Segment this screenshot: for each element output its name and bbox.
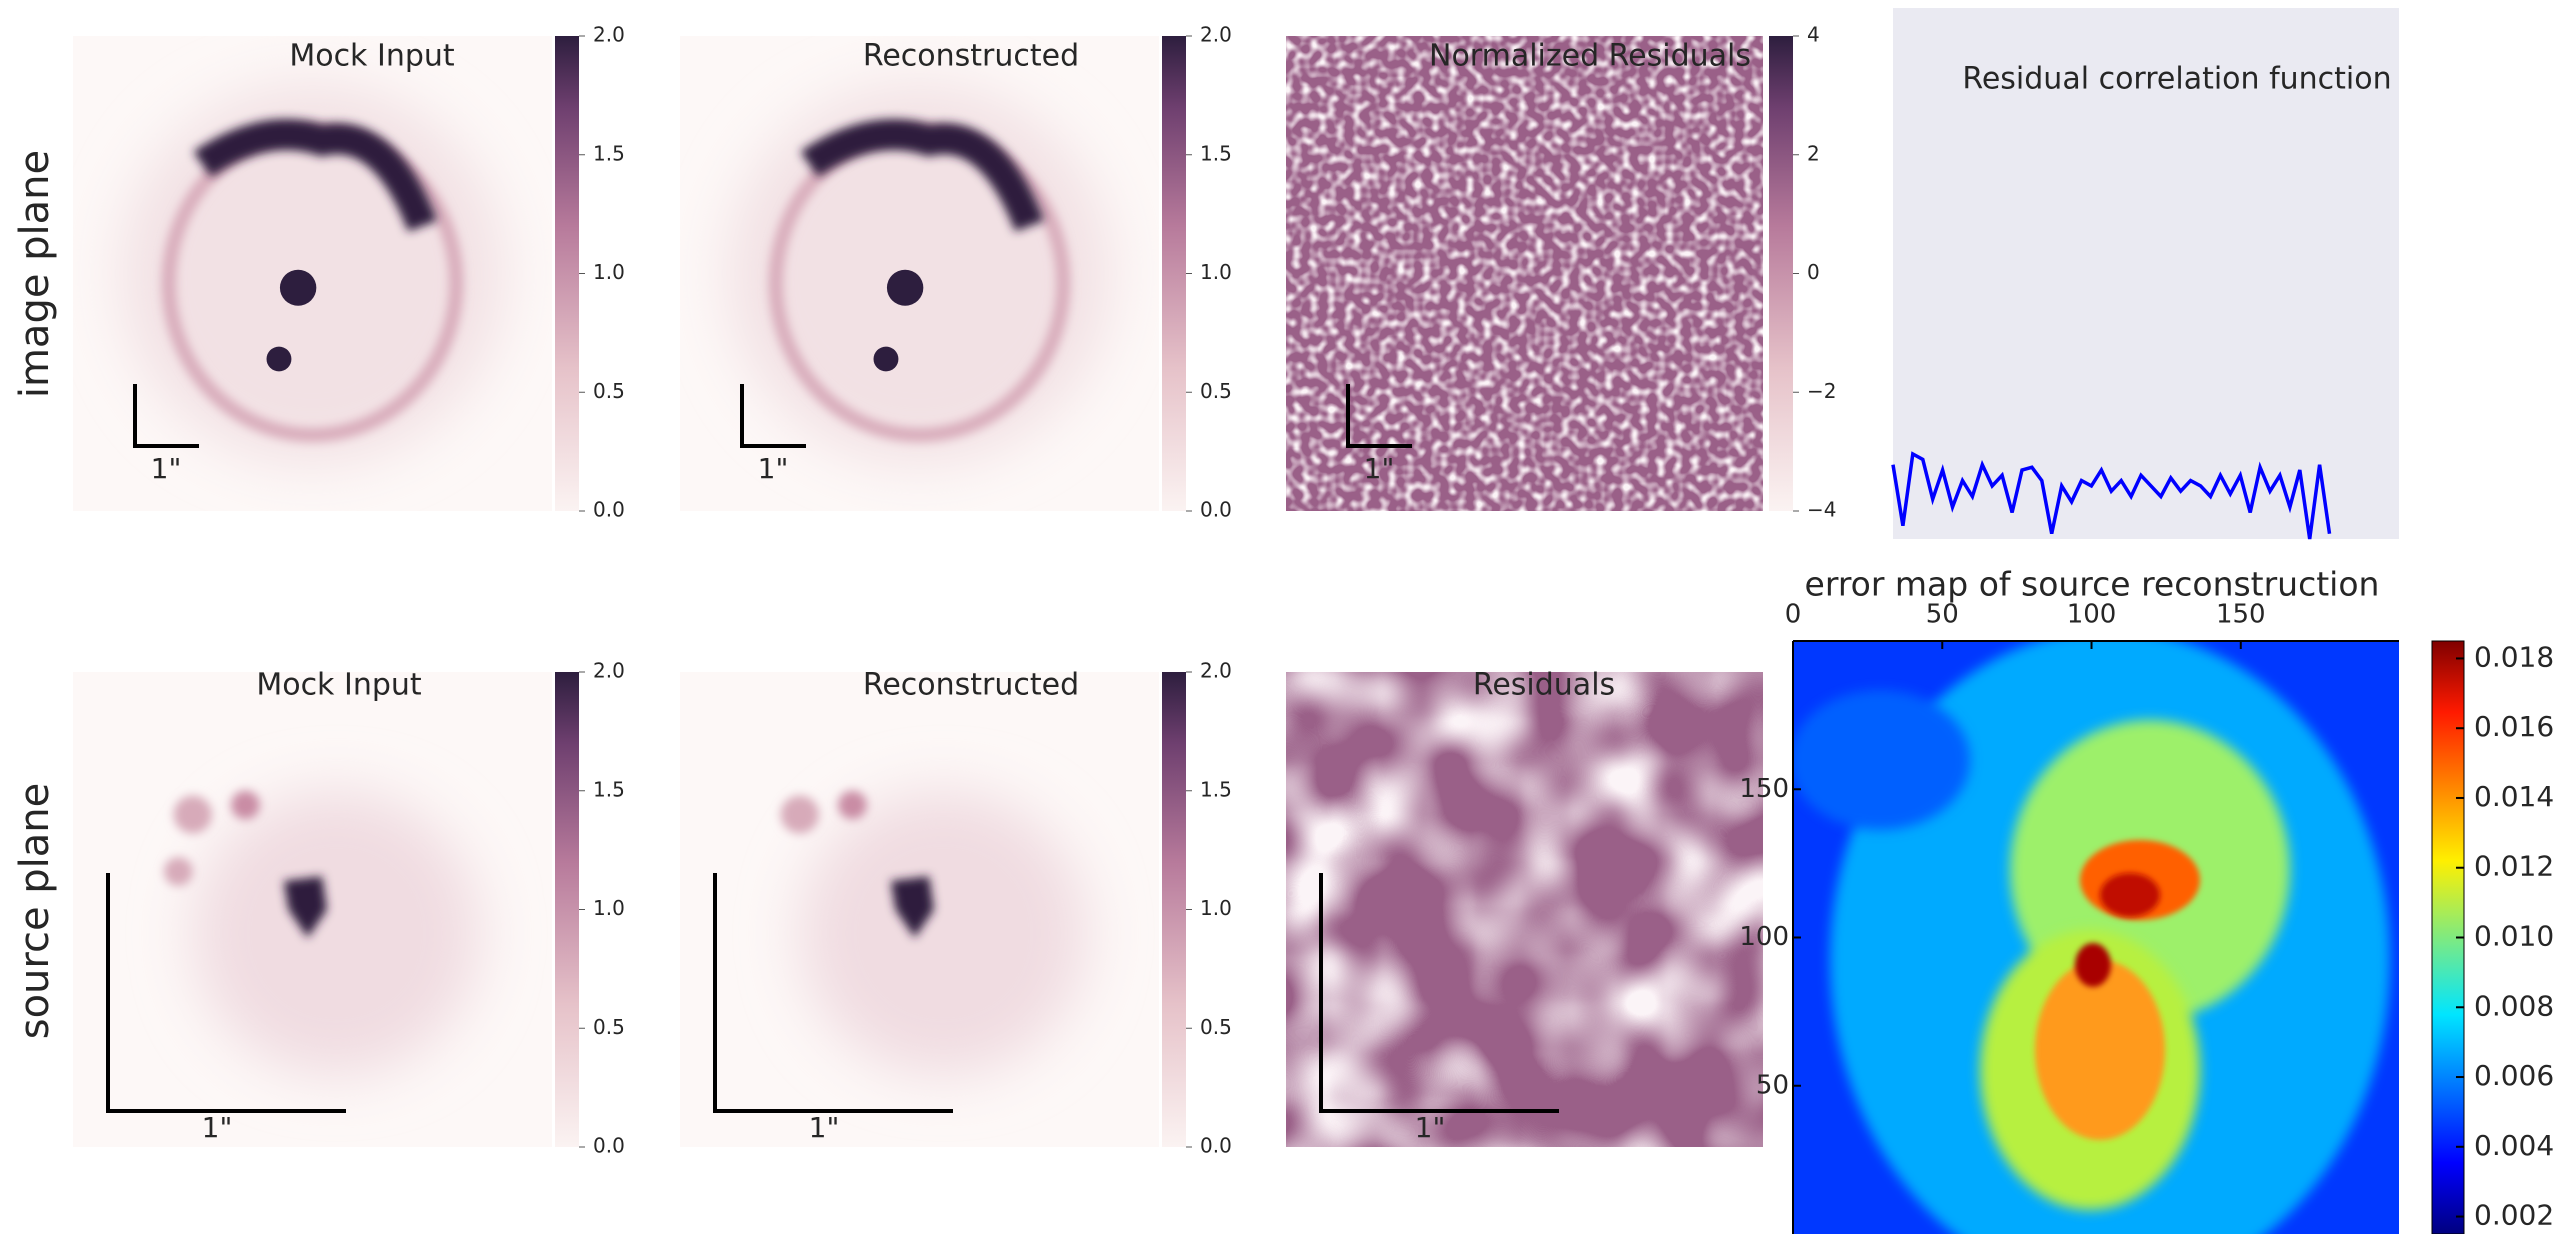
colorbar-tick-label: 0.018 <box>2474 640 2554 673</box>
y-tick-label: 50 <box>1756 1070 1789 1100</box>
lens-image <box>680 36 1159 511</box>
colorbar-tick-label: −2 <box>1807 379 1836 403</box>
colorbar-tick-label: 0.012 <box>2474 850 2554 883</box>
residual-image <box>1286 36 1763 511</box>
lens-core <box>280 270 316 306</box>
colorbar-tick-label: 1.0 <box>1200 896 1232 920</box>
blob <box>838 791 867 820</box>
colorbar-tick-label: 1.0 <box>593 896 625 920</box>
colorbar-tick-label: 1.5 <box>1200 141 1232 165</box>
region <box>2035 960 2165 1140</box>
colorbar-tick-label: 0.008 <box>2474 989 2554 1022</box>
colorbar-tick-label: 0.010 <box>2474 920 2554 953</box>
colorbar-tick-label: 2 <box>1807 141 1820 165</box>
colorbar-tick-label: 1.5 <box>593 141 625 165</box>
panel-title: Reconstructed <box>863 39 1079 74</box>
glow <box>800 791 1087 1076</box>
colorbar-tick-label: −4 <box>1807 498 1836 522</box>
peak <box>2100 873 2160 917</box>
colorbar-tick-label: 0.5 <box>593 379 625 403</box>
row-label: image plane <box>12 150 58 398</box>
colorbar <box>1769 36 1793 511</box>
colorbar-tick-label: 2.0 <box>1200 659 1232 683</box>
blob <box>231 791 260 820</box>
colorbar-tick-label: 0.0 <box>1200 498 1232 522</box>
colorbar-tick-label: 1.5 <box>593 777 625 801</box>
panel-title: Reconstructed <box>863 668 1079 703</box>
source-image <box>73 672 552 1147</box>
colorbar <box>555 672 579 1147</box>
scale-label: 1" <box>809 1111 840 1144</box>
region <box>1790 690 1970 830</box>
y-tick-label: 150 <box>1739 774 1789 804</box>
colorbar-tick-label: 0.016 <box>2474 710 2554 743</box>
x-tick-label: 100 <box>2067 600 2117 630</box>
colorbar-tick-label: 0.5 <box>593 1015 625 1039</box>
source-image <box>680 672 1159 1147</box>
panel-title: Normalized Residuals <box>1429 39 1751 74</box>
colorbar-tick-label: 0.0 <box>1200 1134 1232 1158</box>
panel-title: error map of source reconstruction <box>1805 565 2380 604</box>
ripples <box>1286 672 1763 1147</box>
x-tick-label: 150 <box>2216 600 2266 630</box>
figure: image plane source plane Mock Input 1" 0.0… <box>0 0 2558 1234</box>
lens-core <box>887 270 923 306</box>
colorbar-tick-label: 0.014 <box>2474 780 2554 813</box>
image-spot <box>267 347 292 372</box>
colorbar-tick-label: 0.0 <box>593 1134 625 1158</box>
panel-title: Residual correlation function <box>1962 62 2391 97</box>
colorbar-tick-label: 0.0 <box>593 498 625 522</box>
colorbar-tick-label: 2.0 <box>593 659 625 683</box>
colorbar-tick-label: 1.0 <box>1200 260 1232 284</box>
x-tick-label: 0 <box>1785 600 1802 630</box>
colorbar-tick-label: 0.002 <box>2474 1199 2554 1232</box>
panel-title: Mock Input <box>256 668 422 703</box>
glow <box>193 791 480 1076</box>
colorbar-tick-label: 2.0 <box>593 23 625 47</box>
colorbar-tick-label: 4 <box>1807 23 1820 47</box>
lens-image <box>73 36 552 511</box>
colorbar-tick-label: 2.0 <box>1200 23 1232 47</box>
colorbar <box>1162 672 1186 1147</box>
scale-label: 1" <box>1364 452 1395 485</box>
blob <box>781 796 819 834</box>
x-tick-label: 50 <box>1926 600 1959 630</box>
scale-label: 1" <box>1415 1111 1446 1144</box>
scale-label: 1" <box>202 1111 233 1144</box>
noise <box>1286 36 1763 511</box>
blob <box>174 796 212 834</box>
error-map <box>1790 630 2399 1234</box>
blob <box>164 857 193 886</box>
colorbar-tick-label: 1.5 <box>1200 777 1232 801</box>
peak <box>2075 943 2111 987</box>
colorbar-tick-label: 0.006 <box>2474 1059 2554 1092</box>
scale-label: 1" <box>758 452 789 485</box>
image-spot <box>874 347 899 372</box>
colorbar <box>555 36 579 511</box>
panel-title: Mock Input <box>289 39 455 74</box>
colorbar-tick-label: 0.5 <box>1200 1015 1232 1039</box>
colorbar-tick-label: 1.0 <box>593 260 625 284</box>
residual-image <box>1286 672 1763 1147</box>
colorbar-tick-label: 0.004 <box>2474 1129 2554 1162</box>
scale-label: 1" <box>151 452 182 485</box>
colorbar-tick-label: 0 <box>1807 260 1820 284</box>
colorbar <box>1162 36 1186 511</box>
y-tick-label: 100 <box>1739 922 1789 952</box>
row-label: source plane <box>12 783 58 1040</box>
colorbar-tick-label: 0.5 <box>1200 379 1232 403</box>
panel-title: Residuals <box>1473 668 1615 703</box>
